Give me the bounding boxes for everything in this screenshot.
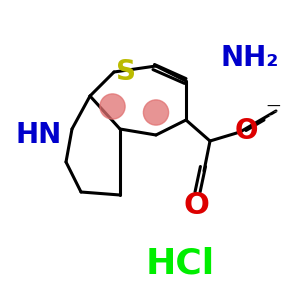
Circle shape <box>100 94 125 119</box>
Text: —: — <box>274 109 278 113</box>
Text: —: — <box>269 113 274 118</box>
Text: O: O <box>234 116 258 145</box>
Text: O: O <box>184 191 209 220</box>
Text: NH₂: NH₂ <box>220 44 279 73</box>
Circle shape <box>143 100 169 125</box>
Text: HN: HN <box>16 121 62 149</box>
Text: —: — <box>266 100 280 113</box>
Text: HCl: HCl <box>146 247 214 281</box>
Text: S: S <box>116 58 136 86</box>
